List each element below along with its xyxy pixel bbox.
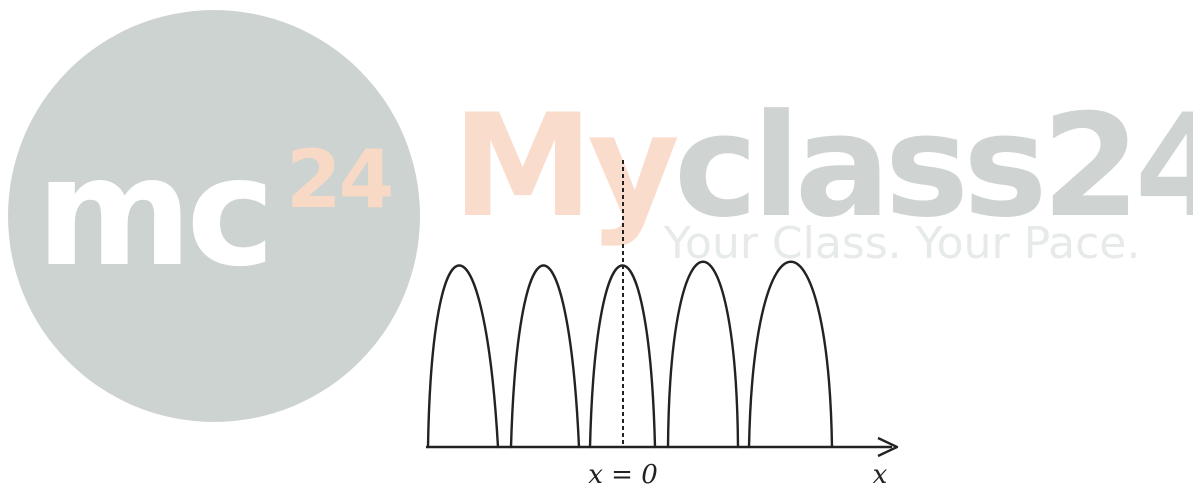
- watermark-brand-accent: My: [452, 84, 680, 249]
- fringe-lobe-1: [426, 264, 500, 449]
- fringe-lobe-5: [747, 260, 834, 449]
- watermark-tagline: Your Class. Your Pace.: [664, 218, 1141, 269]
- watermark-brand: Myclass24: [452, 96, 1193, 238]
- fringe-lobe-4: [666, 260, 740, 449]
- fringe-lobe-2: [509, 264, 581, 449]
- watermark-logo-circle: [8, 10, 420, 422]
- x-axis-label: x: [873, 460, 888, 489]
- watermark-logo-text: mc: [36, 126, 275, 300]
- watermark-logo-superscript: 24: [286, 133, 394, 226]
- watermark-brand-rest: class24: [673, 84, 1193, 249]
- x-axis-arrowhead: [877, 436, 899, 458]
- center-label: x = 0: [588, 460, 658, 489]
